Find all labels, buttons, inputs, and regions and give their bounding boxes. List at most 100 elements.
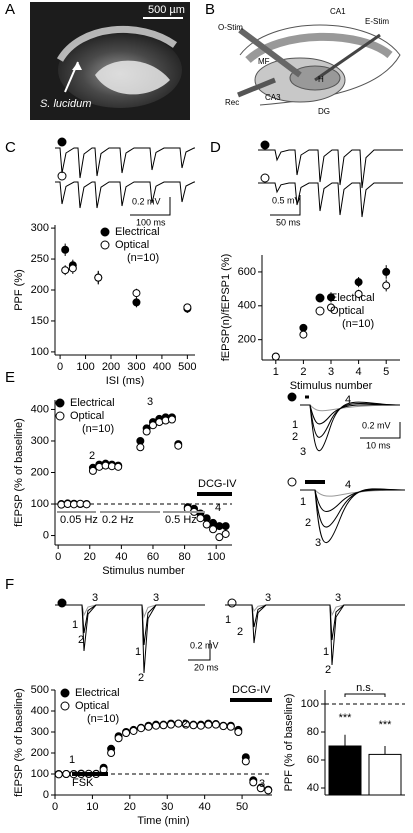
y-tick-label: 250 (31, 253, 49, 265)
x-tick-label: 200 (102, 361, 120, 373)
scale-bar (360, 422, 401, 439)
point (211, 720, 220, 729)
x-tick-label: 20 (84, 551, 96, 563)
y-tick-label: 200 (238, 334, 256, 346)
legend-marker (315, 306, 325, 316)
traces (55, 137, 406, 674)
y-tick-label: 600 (238, 266, 256, 278)
trace (55, 604, 205, 674)
trace-label: 2 (237, 626, 243, 638)
trace-label: 2 (325, 664, 331, 676)
x-tick-label: 2 (300, 366, 306, 378)
point (204, 720, 213, 729)
x-tick-label: 0 (57, 361, 63, 373)
legend-note: (n=10) (87, 713, 119, 725)
x-axis-label: Time (min) (137, 815, 189, 827)
point (189, 721, 198, 730)
annotation: 2 (182, 718, 188, 730)
trace-label: 1 (292, 419, 298, 431)
point (148, 421, 157, 430)
diagram-label: H (318, 75, 324, 84)
point (174, 441, 183, 450)
trace-label: 4 (345, 479, 351, 491)
y-tick-label: 400 (31, 403, 49, 415)
x-tick-label: 40 (115, 551, 127, 563)
trace (225, 604, 405, 666)
x-tick-label: 80 (178, 551, 190, 563)
scale-label: 10 ms (366, 440, 391, 450)
diagram-label: O-Stim (218, 23, 243, 32)
annotation: DCG-IV (232, 684, 271, 696)
x-tick-label: 1 (273, 366, 279, 378)
y-tick-label: 200 (31, 284, 49, 296)
trace-label: 4 (345, 394, 351, 406)
annotation: DCG-IV (198, 478, 237, 490)
point (159, 721, 168, 730)
panel-label: E (5, 369, 15, 386)
trace-marker (57, 598, 67, 608)
point (196, 514, 205, 523)
point (107, 749, 116, 757)
legend-label: Electrical (330, 292, 375, 304)
annotation: n.s. (356, 682, 374, 694)
trace-label: 3 (92, 592, 98, 604)
x-axis-label: ISI (ms) (106, 375, 145, 387)
legend-label: Optical (330, 305, 364, 317)
scale-bar-label: 500 µm (148, 4, 185, 16)
point (95, 462, 104, 471)
arrow-label: S. lucidum (40, 98, 91, 110)
point (209, 525, 218, 534)
trace-label: 3 (300, 446, 306, 458)
legend-marker (100, 240, 110, 250)
point (299, 323, 308, 332)
point (234, 728, 243, 736)
point (219, 722, 228, 731)
annotation: 0.5 Hz (165, 514, 197, 526)
legend-label: Electrical (70, 397, 115, 409)
y-tick-label: 400 (238, 300, 256, 312)
point (354, 289, 363, 298)
annotation: 4 (215, 502, 221, 514)
y-axis-label: fEPSP(n)/fEPSP1 (%) (220, 254, 232, 362)
point (271, 352, 280, 361)
trace-marker (227, 598, 237, 608)
y-axis-label: PPF (% of baseline) (283, 694, 295, 792)
x-axis-label: Stimulus number (102, 565, 185, 577)
y-tick-label: 100 (31, 768, 49, 780)
scale-bar (188, 640, 211, 661)
trace-label: 1 (72, 619, 78, 631)
trace-marker (260, 173, 270, 183)
scale-label: 0.2 mV (190, 640, 219, 650)
diagram-label: DG (318, 107, 330, 116)
point (215, 533, 224, 542)
legend-label: Optical (75, 700, 109, 712)
annotation: 3 (147, 396, 153, 408)
y-tick-label: 100 (301, 698, 319, 710)
point (241, 757, 250, 766)
point (226, 722, 235, 731)
x-tick-label: 400 (153, 361, 171, 373)
legend-marker (315, 293, 325, 303)
trace-label: 2 (292, 431, 298, 443)
point (88, 466, 97, 475)
trace-label: 3 (335, 592, 341, 604)
x-tick-label: 4 (356, 366, 362, 378)
point (256, 784, 265, 793)
trace-marker (260, 140, 270, 150)
x-tick-label: 60 (147, 551, 159, 563)
trace-marker (287, 392, 297, 402)
point (183, 303, 192, 312)
point (137, 724, 146, 733)
scale-label: 0.2 mV (362, 420, 391, 430)
trace-marker (57, 137, 67, 147)
y-tick-label: 0 (43, 529, 49, 541)
legend-note: (n=10) (127, 252, 159, 264)
x-tick-label: 40 (199, 801, 211, 813)
y-tick-label: 200 (31, 466, 49, 478)
legend-marker (100, 227, 110, 237)
annotation: 1 (69, 754, 75, 766)
legend-marker (55, 398, 65, 408)
x-tick-label: 300 (127, 361, 145, 373)
point (166, 720, 175, 729)
